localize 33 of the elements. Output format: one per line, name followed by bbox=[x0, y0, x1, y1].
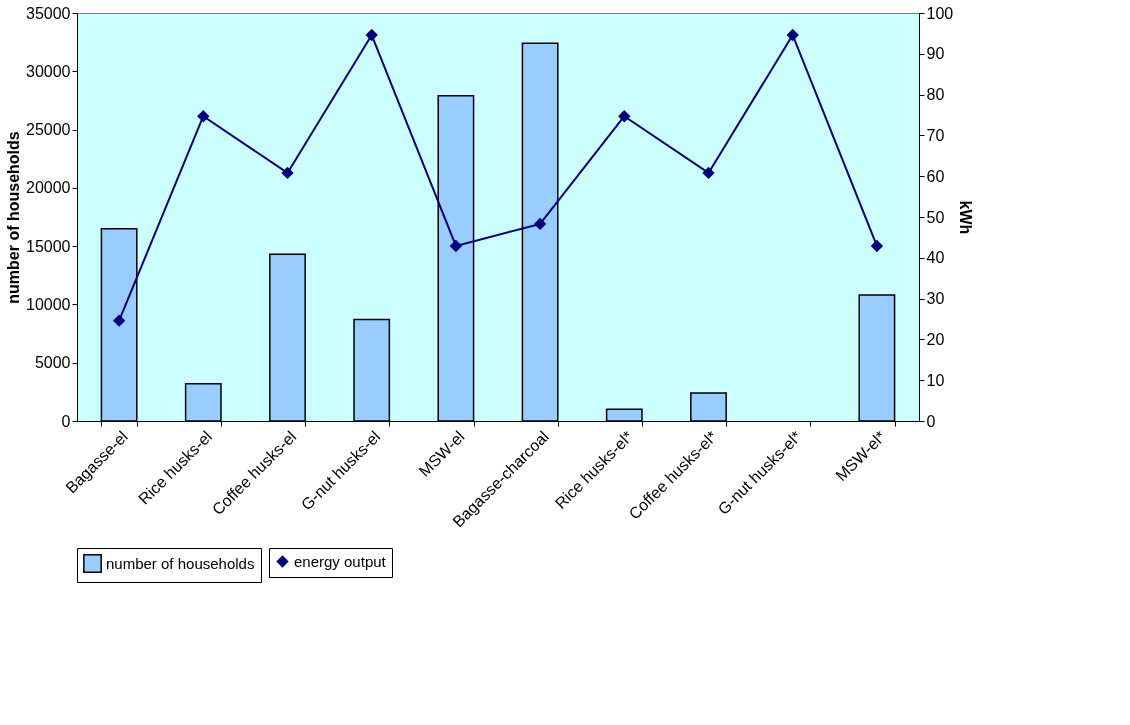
point bbox=[871, 240, 883, 252]
point bbox=[450, 240, 462, 252]
y-tick-label: 20000 bbox=[26, 179, 71, 197]
point bbox=[113, 314, 125, 327]
y-tick-label: 5000 bbox=[34, 354, 71, 372]
point bbox=[534, 218, 546, 230]
y2-tick-label: 60 bbox=[926, 167, 945, 185]
legend-label: number of households bbox=[106, 554, 255, 572]
y-tick-label: 30000 bbox=[26, 62, 71, 80]
y2-tick-label: 40 bbox=[926, 249, 945, 267]
y2-tick-label: 50 bbox=[926, 208, 945, 226]
point bbox=[365, 29, 378, 41]
y-tick-label: 25000 bbox=[26, 121, 71, 139]
point bbox=[197, 110, 210, 122]
point bbox=[786, 29, 799, 41]
y2-tick-label: 100 bbox=[926, 4, 954, 22]
y2-tick-label: 20 bbox=[926, 330, 945, 348]
y2-tick-label: 90 bbox=[926, 45, 945, 63]
legend-label: energy output bbox=[294, 552, 387, 570]
y2-tick-label: 30 bbox=[926, 290, 945, 308]
point bbox=[702, 167, 715, 179]
y-tick-label: 0 bbox=[61, 412, 71, 430]
y-axis-title: number of households bbox=[5, 131, 23, 304]
y2-axis-title: kWh bbox=[957, 200, 975, 235]
point bbox=[618, 110, 631, 122]
y2-tick-label: 0 bbox=[926, 412, 936, 430]
y-tick-label: 10000 bbox=[26, 295, 71, 313]
y-tick-label: 35000 bbox=[26, 4, 71, 22]
point bbox=[281, 167, 294, 179]
y-tick-label: 15000 bbox=[26, 237, 71, 255]
y2-tick-label: 80 bbox=[926, 86, 945, 104]
y2-tick-label: 70 bbox=[926, 126, 945, 144]
y2-tick-label: 10 bbox=[926, 371, 945, 389]
